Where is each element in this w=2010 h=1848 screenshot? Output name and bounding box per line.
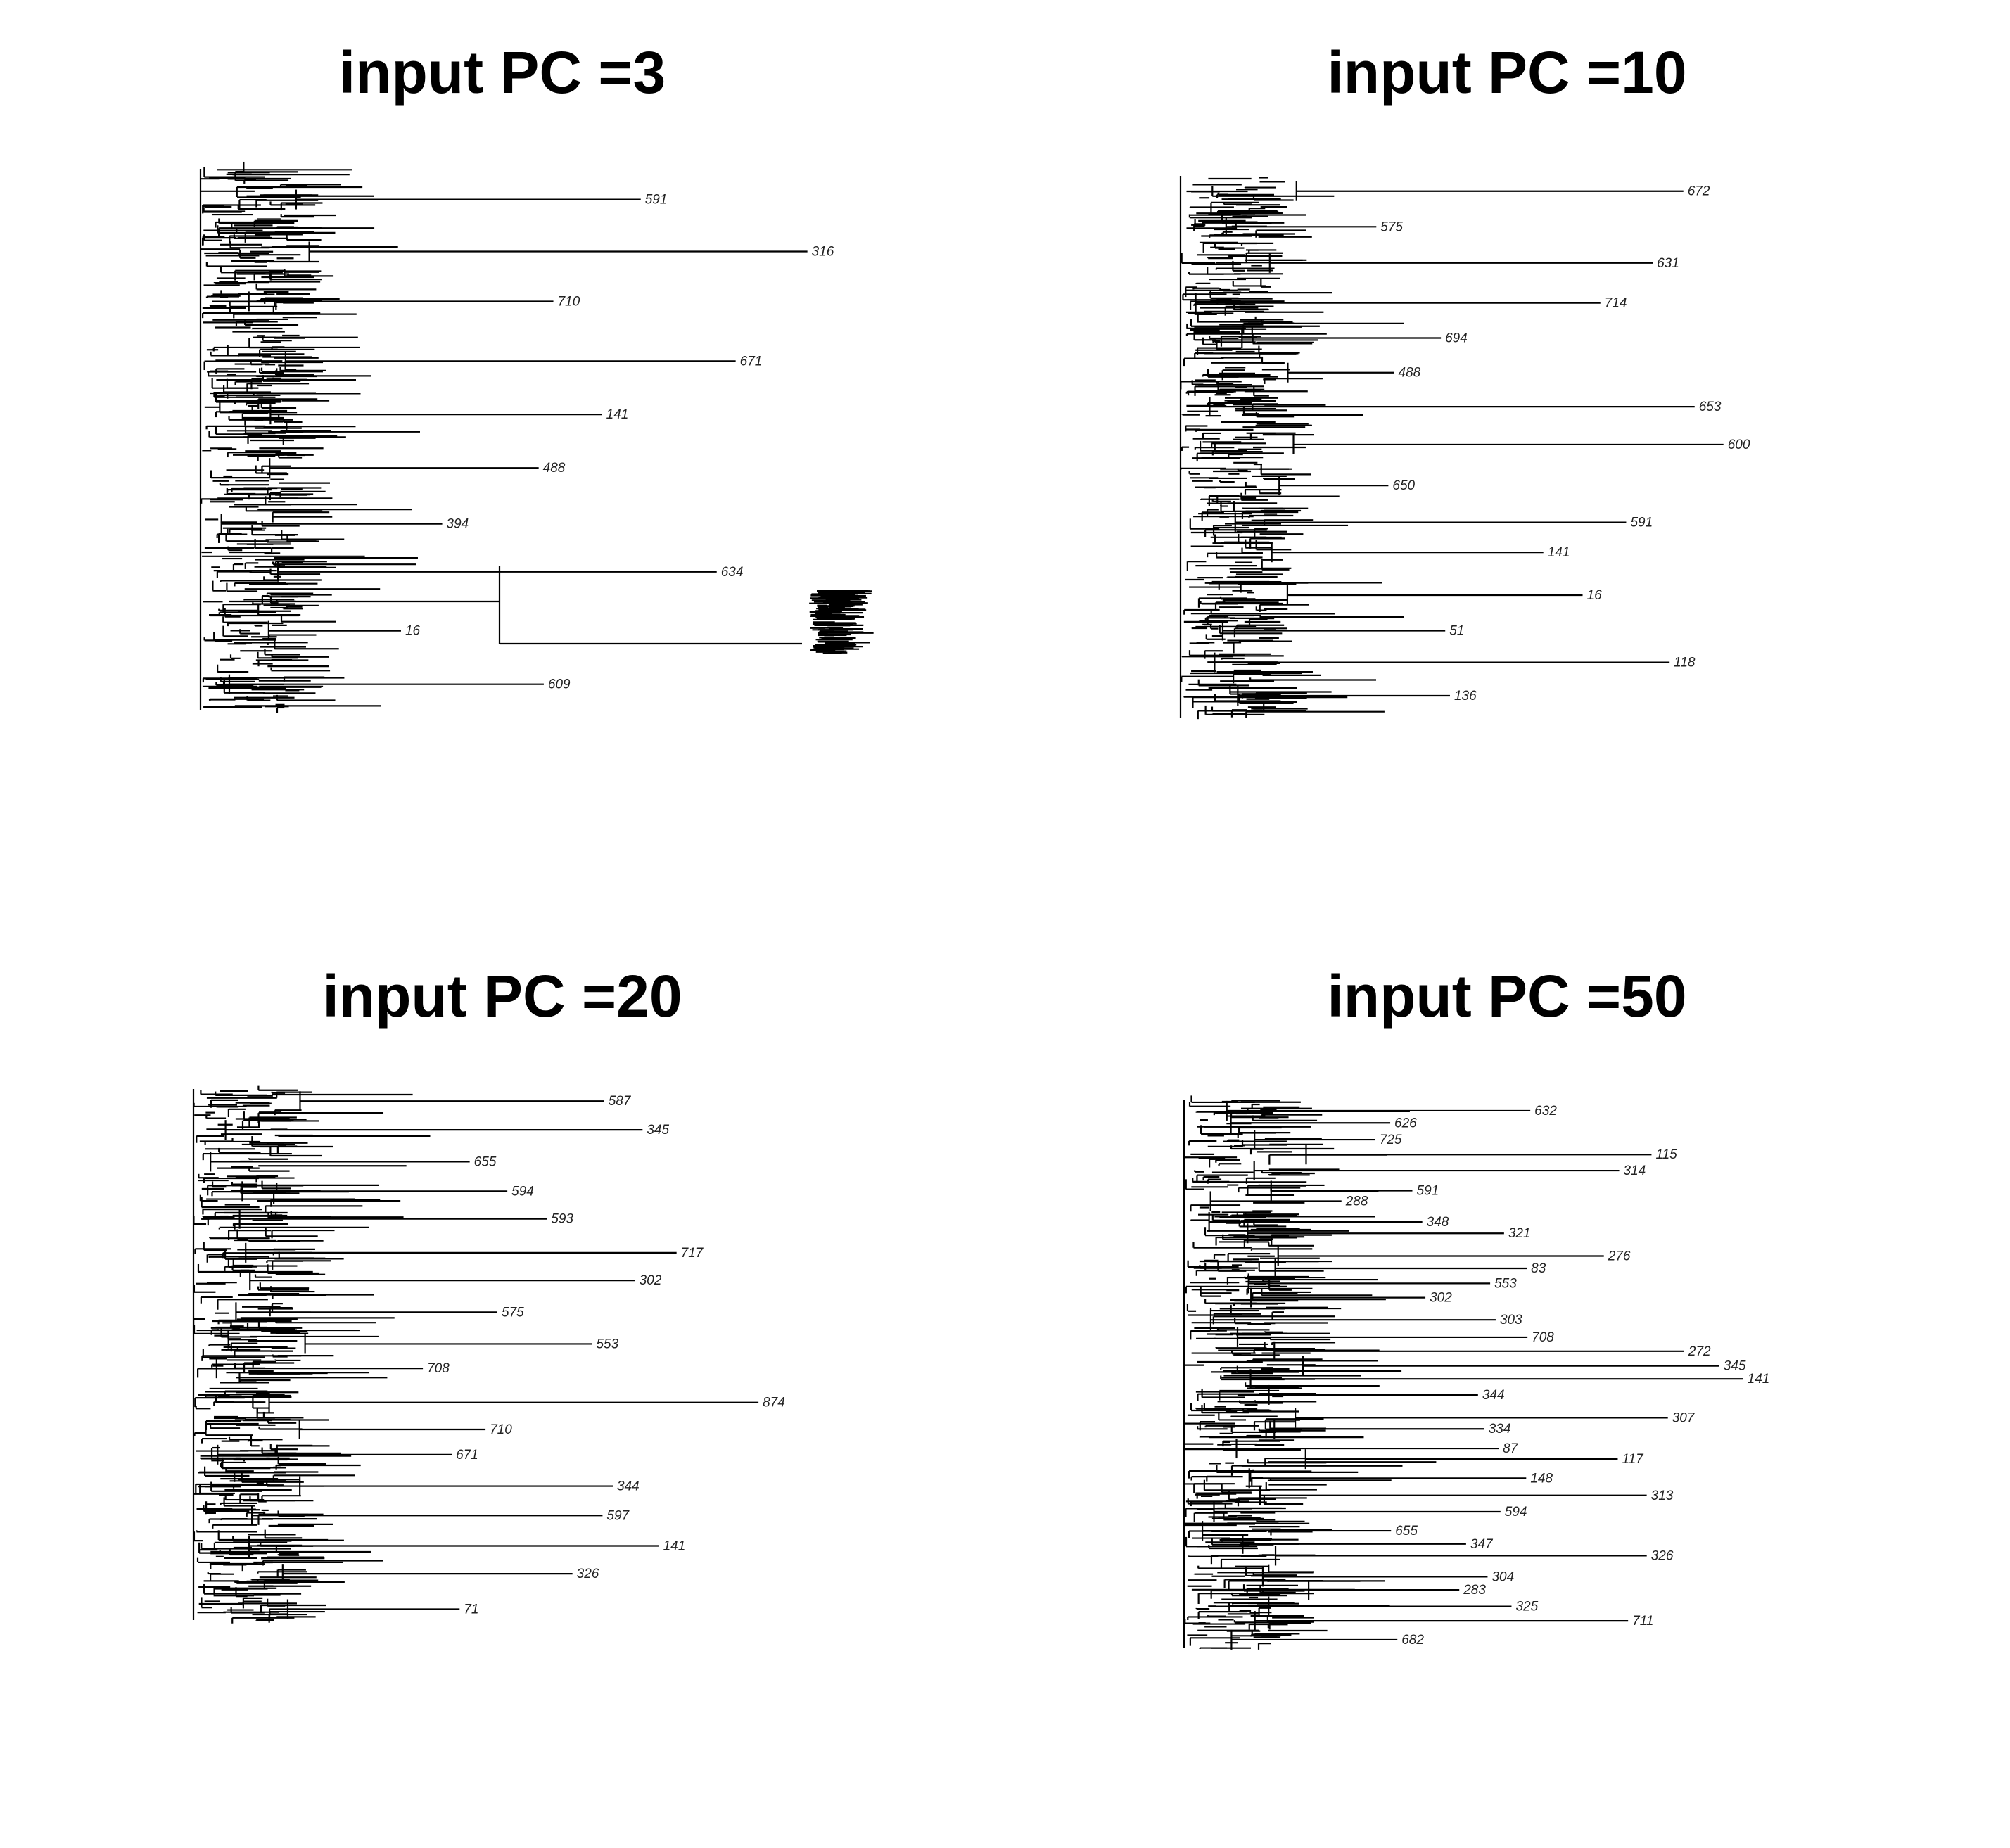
tip-label: 348 [1427,1215,1449,1230]
tip-label: 283 [1463,1583,1486,1598]
tip-label: 609 [548,677,571,692]
tip-label: 626 [1394,1116,1417,1130]
tip-label: 272 [1688,1344,1711,1359]
tip-label: 83 [1531,1261,1546,1276]
panel-pc50: input PC =50 632 626 725 115 314 591 288 348 321… [1005,924,2009,1847]
tip-label: 87 [1503,1441,1519,1456]
tip-label: 682 [1401,1633,1424,1648]
tip-label: 326 [1651,1548,1674,1563]
panel-pc3: input PC =3 591 316 710 671 141 488 394 634 16 60… [0,0,1005,924]
tip-label: 344 [617,1479,640,1494]
tip-label: 307 [1672,1410,1696,1425]
tip-label: 347 [1470,1537,1494,1552]
tip-label: 345 [1724,1359,1746,1374]
tip-label: 325 [1515,1600,1538,1614]
tip-label: 326 [577,1567,599,1581]
tip-label: 575 [502,1305,524,1320]
tip-label: 575 [1380,219,1403,234]
tip-label: 303 [1500,1313,1522,1327]
tip-label: 553 [1494,1276,1517,1291]
tip-label: 344 [1482,1388,1505,1403]
panel-title: input PC =50 [1327,963,1687,1029]
tip-label: 276 [1608,1249,1631,1264]
tip-label: 313 [1651,1489,1674,1503]
tip-label: 597 [606,1508,630,1523]
tip-label: 334 [1489,1422,1511,1436]
tip-label: 316 [812,245,834,260]
tip-label: 655 [474,1154,497,1169]
tip-label: 653 [1699,400,1722,414]
tip-label: 632 [1534,1104,1557,1119]
dendrogram: 587 345 655 594 593 717 302 575 553 708 874 710 671 3… [192,1085,785,1624]
tip-label: 655 [1395,1524,1418,1538]
tip-label: 314 [1624,1164,1646,1178]
panel-title: input PC =20 [322,963,682,1029]
tip-label: 631 [1657,256,1679,271]
tip-label: 16 [1587,588,1603,603]
tip-label: 553 [596,1337,618,1351]
tip-label: 591 [1630,516,1653,530]
tip-label: 118 [1674,656,1696,670]
panel-title: input PC =3 [338,39,666,106]
panel-pc20: input PC =20 587 345 655 594 593 717 302 575 553… [0,924,1005,1847]
tip-label: 717 [681,1246,704,1261]
tip-label: 488 [1399,366,1421,381]
dendrogram: 591 316 710 671 141 488 394 634 16 609 [199,161,874,713]
tip-label: 725 [1380,1133,1402,1147]
tip-label: 714 [1605,296,1627,311]
tip-label: 345 [647,1123,669,1138]
tip-label: 874 [763,1396,785,1410]
tip-label: 671 [740,354,763,369]
tip-label: 587 [609,1094,632,1109]
tip-label: 115 [1655,1147,1677,1162]
tip-label: 148 [1530,1471,1553,1486]
tip-label: 650 [1392,478,1415,493]
tip-label: 711 [1632,1614,1653,1629]
panel-title: input PC =10 [1327,39,1687,106]
tip-label: 141 [663,1538,686,1553]
tip-label: 708 [427,1361,450,1376]
tip-label: 321 [1508,1226,1531,1241]
tip-label: 141 [1548,545,1570,560]
panel-pc10: input PC =10 672 575 631 714 694 488 653 600 650… [1005,0,2009,924]
tip-label: 51 [1449,624,1464,639]
tip-label: 708 [1532,1330,1554,1345]
tip-label: 710 [558,294,580,309]
tip-label: 594 [511,1184,534,1199]
tip-label: 694 [1445,331,1468,345]
tip-label: 634 [721,565,744,580]
tip-label: 394 [447,517,469,532]
dendrogram: 632 626 725 115 314 591 288 348 321 276 83 553 302 30… [1183,1095,1770,1650]
tip-label: 288 [1345,1194,1368,1209]
tip-label: 141 [606,407,629,422]
tip-label: 16 [405,624,421,639]
tip-label: 488 [543,461,566,476]
dendrogram: 672 575 631 714 694 488 653 600 650 591 141 16 51 118… [1179,176,1750,720]
tip-label: 71 [464,1602,478,1617]
tip-label: 302 [640,1273,662,1288]
tip-label: 671 [456,1448,478,1463]
tip-label: 117 [1622,1452,1644,1467]
tip-label: 591 [1417,1183,1439,1198]
tip-label: 593 [551,1212,573,1227]
tip-label: 591 [645,193,668,208]
tip-label: 302 [1430,1291,1452,1306]
tip-label: 600 [1728,438,1750,452]
tip-label: 672 [1688,184,1710,199]
tip-label: 710 [490,1422,512,1437]
tip-label: 141 [1748,1372,1770,1387]
tip-label: 304 [1491,1569,1514,1584]
tip-label: 136 [1454,689,1477,703]
tip-label: 594 [1505,1505,1527,1519]
